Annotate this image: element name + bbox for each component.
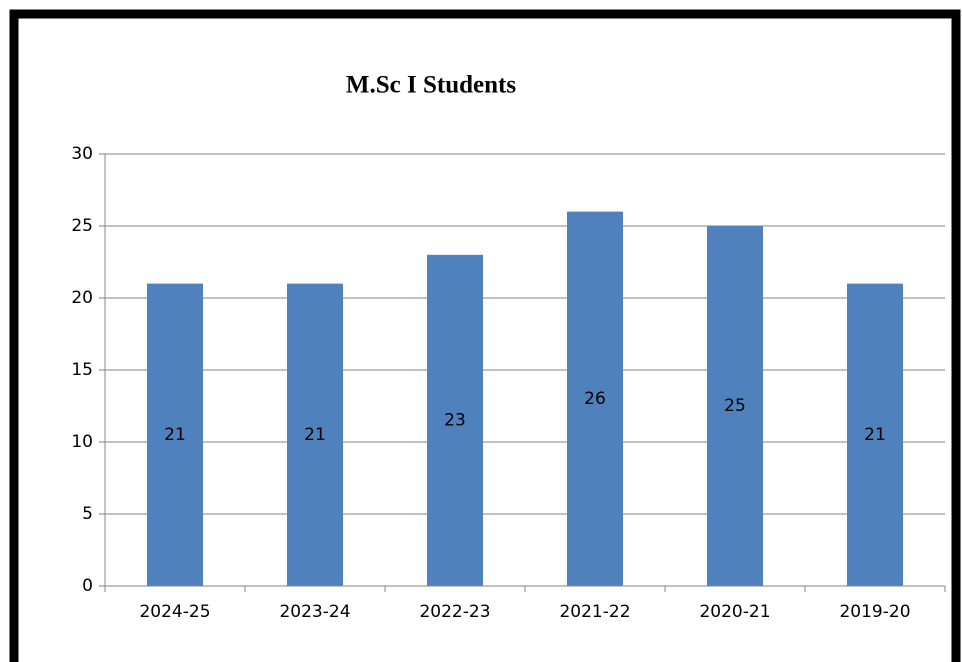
chart-title: M.Sc I Students	[346, 72, 516, 99]
y-tick-label: 30	[71, 144, 93, 164]
bar	[427, 254, 483, 587]
x-tick-label: 2023-24	[279, 602, 350, 622]
data-label: 23	[444, 410, 466, 430]
y-tick-label: 5	[82, 504, 93, 524]
y-tick-label: 25	[71, 216, 93, 236]
data-label: 21	[864, 425, 886, 445]
x-tick-label: 2024-25	[139, 602, 210, 622]
x-tick-label: 2019-20	[839, 602, 910, 622]
bar	[147, 283, 203, 586]
data-label: 26	[584, 389, 606, 409]
y-tick-label: 15	[71, 360, 93, 380]
bar	[287, 283, 343, 586]
x-tick-label: 2022-23	[419, 602, 490, 622]
data-label: 21	[304, 425, 326, 445]
x-tick-label: 2020-21	[699, 602, 770, 622]
y-tick-label: 10	[71, 432, 93, 452]
data-label: 21	[164, 425, 186, 445]
frame	[9, 9, 961, 662]
x-tick-label: 2021-22	[559, 602, 630, 622]
bar	[847, 283, 903, 586]
bar	[567, 211, 623, 586]
y-tick-label: 20	[71, 288, 93, 308]
y-tick-label: 0	[82, 576, 93, 596]
bar	[707, 226, 763, 586]
data-label: 25	[724, 396, 746, 416]
